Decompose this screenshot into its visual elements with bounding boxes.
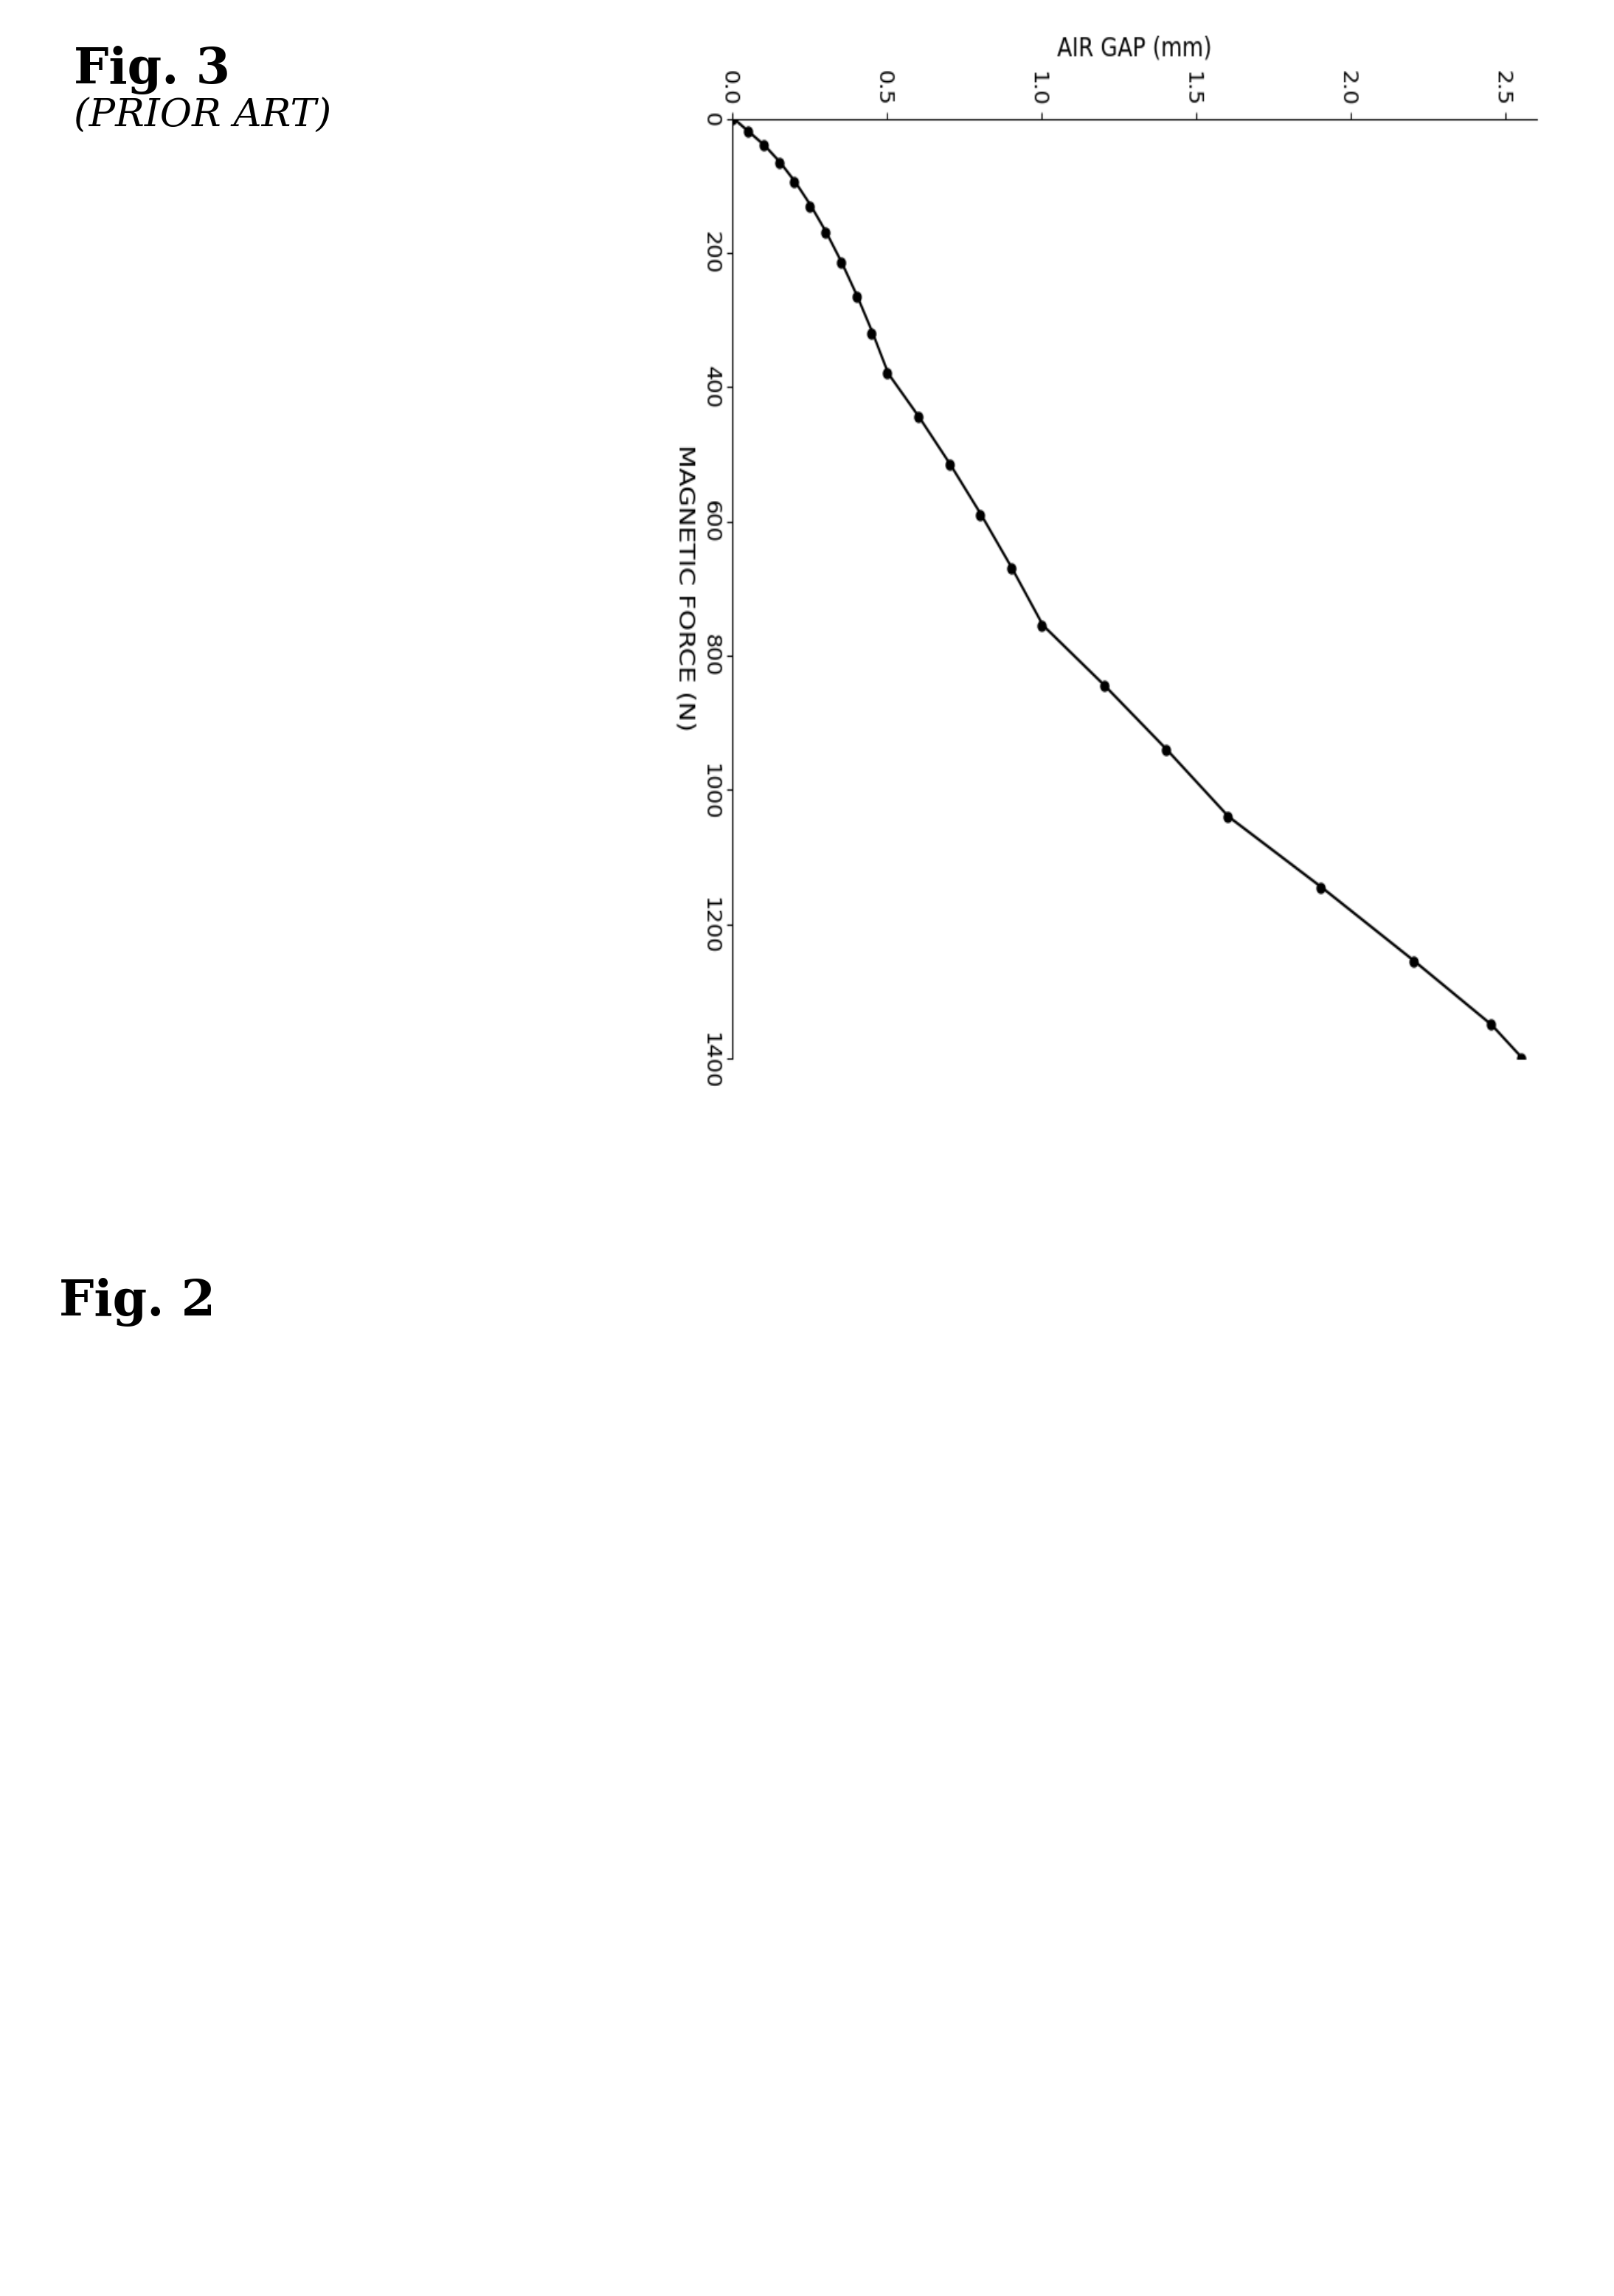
Text: (PRIOR ART): (PRIOR ART) (74, 96, 331, 135)
Text: Fig. 2: Fig. 2 (60, 1279, 215, 1327)
Text: Fig. 3: Fig. 3 (74, 46, 231, 94)
